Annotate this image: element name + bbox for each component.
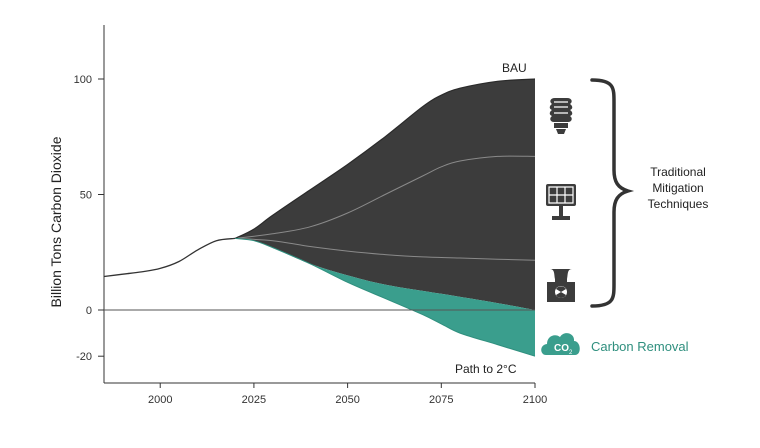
y-tick-label-100: 100 — [74, 74, 92, 86]
nuclear-plant-icon — [547, 269, 575, 302]
tick-layer: 100 50 0 -20 2000 2025 2050 2075 2100 — [74, 74, 548, 406]
x-tick-label-2050: 2050 — [335, 394, 359, 406]
lightbulb-icon — [549, 98, 573, 134]
area-layer — [235, 79, 535, 357]
traditional-line-2: Mitigation — [652, 181, 703, 195]
path-to-2c-line — [235, 237, 536, 357]
carbon-removal-area — [235, 238, 535, 357]
carbon-removal-label: Carbon Removal — [591, 339, 689, 354]
line-layer — [103, 78, 536, 357]
x-tick-label-2000: 2000 — [148, 394, 172, 406]
bau-line — [234, 78, 536, 239]
traditional-line-1: Traditional — [650, 165, 706, 179]
co2-icon-text: CO — [554, 343, 569, 354]
co2-cloud-icon: CO 2 — [541, 333, 580, 356]
mitigation-divider-upper — [235, 155, 536, 239]
x-tick-label-2025: 2025 — [242, 394, 266, 406]
historical-emissions-line — [103, 237, 236, 278]
mitigation-brace — [590, 78, 635, 308]
axes-layer — [103, 25, 535, 384]
solar-panel-icon — [546, 184, 576, 220]
path-to-2c-label: Path to 2°C — [455, 362, 517, 376]
x-tick-label-2075: 2075 — [429, 394, 453, 406]
mitigation-divider-lower — [235, 237, 536, 261]
co2-icon-subscript: 2 — [569, 350, 573, 356]
y-tick-label--20: -20 — [76, 351, 92, 363]
x-tick-label-2100: 2100 — [523, 394, 547, 406]
y-tick-label-50: 50 — [80, 190, 92, 202]
y-axis-title: Billion Tons Carbon Dioxide — [48, 136, 64, 307]
bau-label: BAU — [502, 61, 527, 75]
traditional-line-3: Techniques — [648, 197, 709, 211]
y-tick-label-0: 0 — [86, 305, 92, 317]
